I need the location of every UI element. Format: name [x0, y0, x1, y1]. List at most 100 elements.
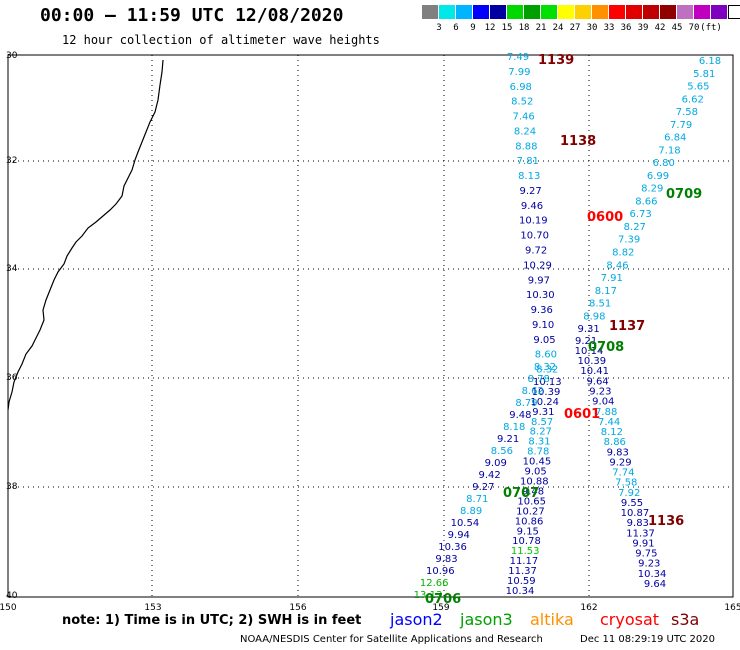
swh-value: 8.24 [514, 126, 536, 137]
swh-value: 9.36 [531, 305, 553, 316]
color-scale-swatches [422, 5, 740, 19]
swh-value: 8.62 [522, 386, 544, 397]
swh-value: 9.05 [533, 335, 555, 346]
swh-value: 9.83 [435, 554, 457, 565]
scale-swatch [439, 5, 456, 19]
swh-value: 9.05 [524, 467, 546, 478]
swh-value: 8.98 [583, 311, 605, 322]
swh-value: 7.58 [676, 107, 698, 118]
swh-value: 7.58 [615, 478, 637, 489]
swh-value: 5.81 [693, 69, 715, 80]
lat-tick-label: 40 [6, 591, 18, 601]
swh-value: 6.62 [682, 94, 704, 105]
swh-value: 9.10 [532, 320, 554, 331]
pass-label: 1138 [560, 134, 596, 149]
swh-value: 10.39 [577, 356, 606, 367]
swh-value: 7.91 [601, 273, 623, 284]
swh-value: 5.65 [687, 82, 709, 93]
swh-value: 9.27 [472, 482, 494, 493]
swh-value: 9.55 [621, 498, 643, 509]
swh-value: 8.18 [503, 422, 525, 433]
swh-value: 7.88 [595, 407, 617, 418]
swh-value: 8.32 [536, 365, 558, 376]
scale-swatch [541, 5, 558, 19]
pass-label: 0709 [666, 187, 702, 202]
swh-value: 10.27 [516, 506, 545, 517]
swh-value: 8.82 [612, 248, 634, 259]
swh-value: 8.46 [606, 260, 628, 271]
swh-value: 8.31 [528, 437, 550, 448]
scale-label: 70 [688, 23, 700, 33]
swh-value: 8.32 [534, 362, 556, 373]
scale-label: 42 [654, 23, 666, 33]
swh-value: 8.56 [491, 446, 513, 457]
swh-value: 9.91 [632, 539, 654, 550]
scale-swatch [711, 5, 728, 19]
swh-value: 9.64 [644, 579, 666, 590]
swh-value: 7.81 [517, 156, 539, 167]
legend-jason3: jason3 [460, 610, 513, 629]
swh-value: 9.64 [586, 376, 608, 387]
axis-labels: 150 153 156 159 162 165 30 32 34 36 38 40 [0, 51, 740, 613]
scale-swatch [558, 5, 575, 19]
scale-swatch [660, 5, 677, 19]
swh-value: 8.60 [535, 350, 557, 361]
scale-swatch [728, 5, 740, 19]
swh-value: 10.59 [507, 576, 536, 587]
color-scale: 3 6 9 12 15 18 21 24 27 30 33 36 39 42 45 70 (ft) [422, 5, 740, 33]
swh-value: 10.70 [520, 231, 549, 242]
legend-altika: altika [530, 610, 574, 629]
swh-value: 9.09 [485, 458, 507, 469]
swh-value: 8.88 [515, 141, 537, 152]
swh-value: 8.27 [530, 427, 552, 438]
swh-value: 9.94 [448, 530, 470, 541]
swh-value: 9.21 [497, 434, 519, 445]
pass-labels: 1139 1138 0600 0709 1137 0708 0601 0707 1136 0706 [425, 53, 702, 607]
scale-swatch [456, 5, 473, 19]
lat-tick-label: 30 [6, 51, 18, 61]
scale-label: 12 [484, 23, 496, 33]
swh-value: 6.18 [699, 56, 721, 67]
swh-value: 8.29 [641, 184, 663, 195]
track-cryosat-0601: 7.49 7.99 6.98 8.52 7.46 8.24 8.88 7.81 8.13 9.27… [506, 52, 562, 597]
scale-swatch [507, 5, 524, 19]
scale-label: 21 [535, 23, 547, 33]
swh-value: 7.44 [598, 417, 620, 428]
swh-value: 8.89 [460, 506, 482, 517]
swh-value: 9.48 [509, 410, 531, 421]
scale-swatch [609, 5, 626, 19]
swh-value: 8.13 [518, 171, 540, 182]
swh-value: 10.96 [426, 566, 455, 577]
scale-label: 15 [501, 23, 513, 33]
scale-swatch [643, 5, 660, 19]
scale-swatch [524, 5, 541, 19]
swh-value: 9.27 [519, 186, 541, 197]
swh-value: 11.17 [510, 556, 539, 567]
scale-swatch [592, 5, 609, 19]
swh-value: 9.46 [521, 201, 543, 212]
lat-tick-label: 38 [6, 482, 18, 492]
swh-value: 7.79 [670, 120, 692, 131]
swh-value: 8.27 [624, 222, 646, 233]
swh-value: 6.84 [664, 133, 686, 144]
swh-value: 7.99 [508, 67, 530, 78]
scale-swatch [575, 5, 592, 19]
swh-value: 10.19 [519, 216, 548, 227]
legend-s3a: s3a [671, 610, 700, 629]
swh-value: 8.86 [604, 437, 626, 448]
swh-value: 7.18 [658, 145, 680, 156]
pass-label: 1139 [538, 53, 574, 68]
lat-tick-label: 36 [6, 373, 18, 383]
lat-tick-label: 34 [6, 264, 18, 274]
swh-value: 9.75 [635, 549, 657, 560]
swh-value: 10.14 [575, 346, 604, 357]
swh-value: 8.71 [466, 494, 488, 505]
swh-value: 10.29 [523, 260, 552, 271]
lat-tick-label: 32 [6, 156, 17, 166]
scale-swatch [677, 5, 694, 19]
swh-value: 9.15 [517, 526, 539, 537]
swh-value: 8.51 [589, 299, 611, 310]
swh-value: 10.54 [451, 518, 480, 529]
scale-label: 27 [569, 23, 581, 33]
scale-swatch [694, 5, 711, 19]
